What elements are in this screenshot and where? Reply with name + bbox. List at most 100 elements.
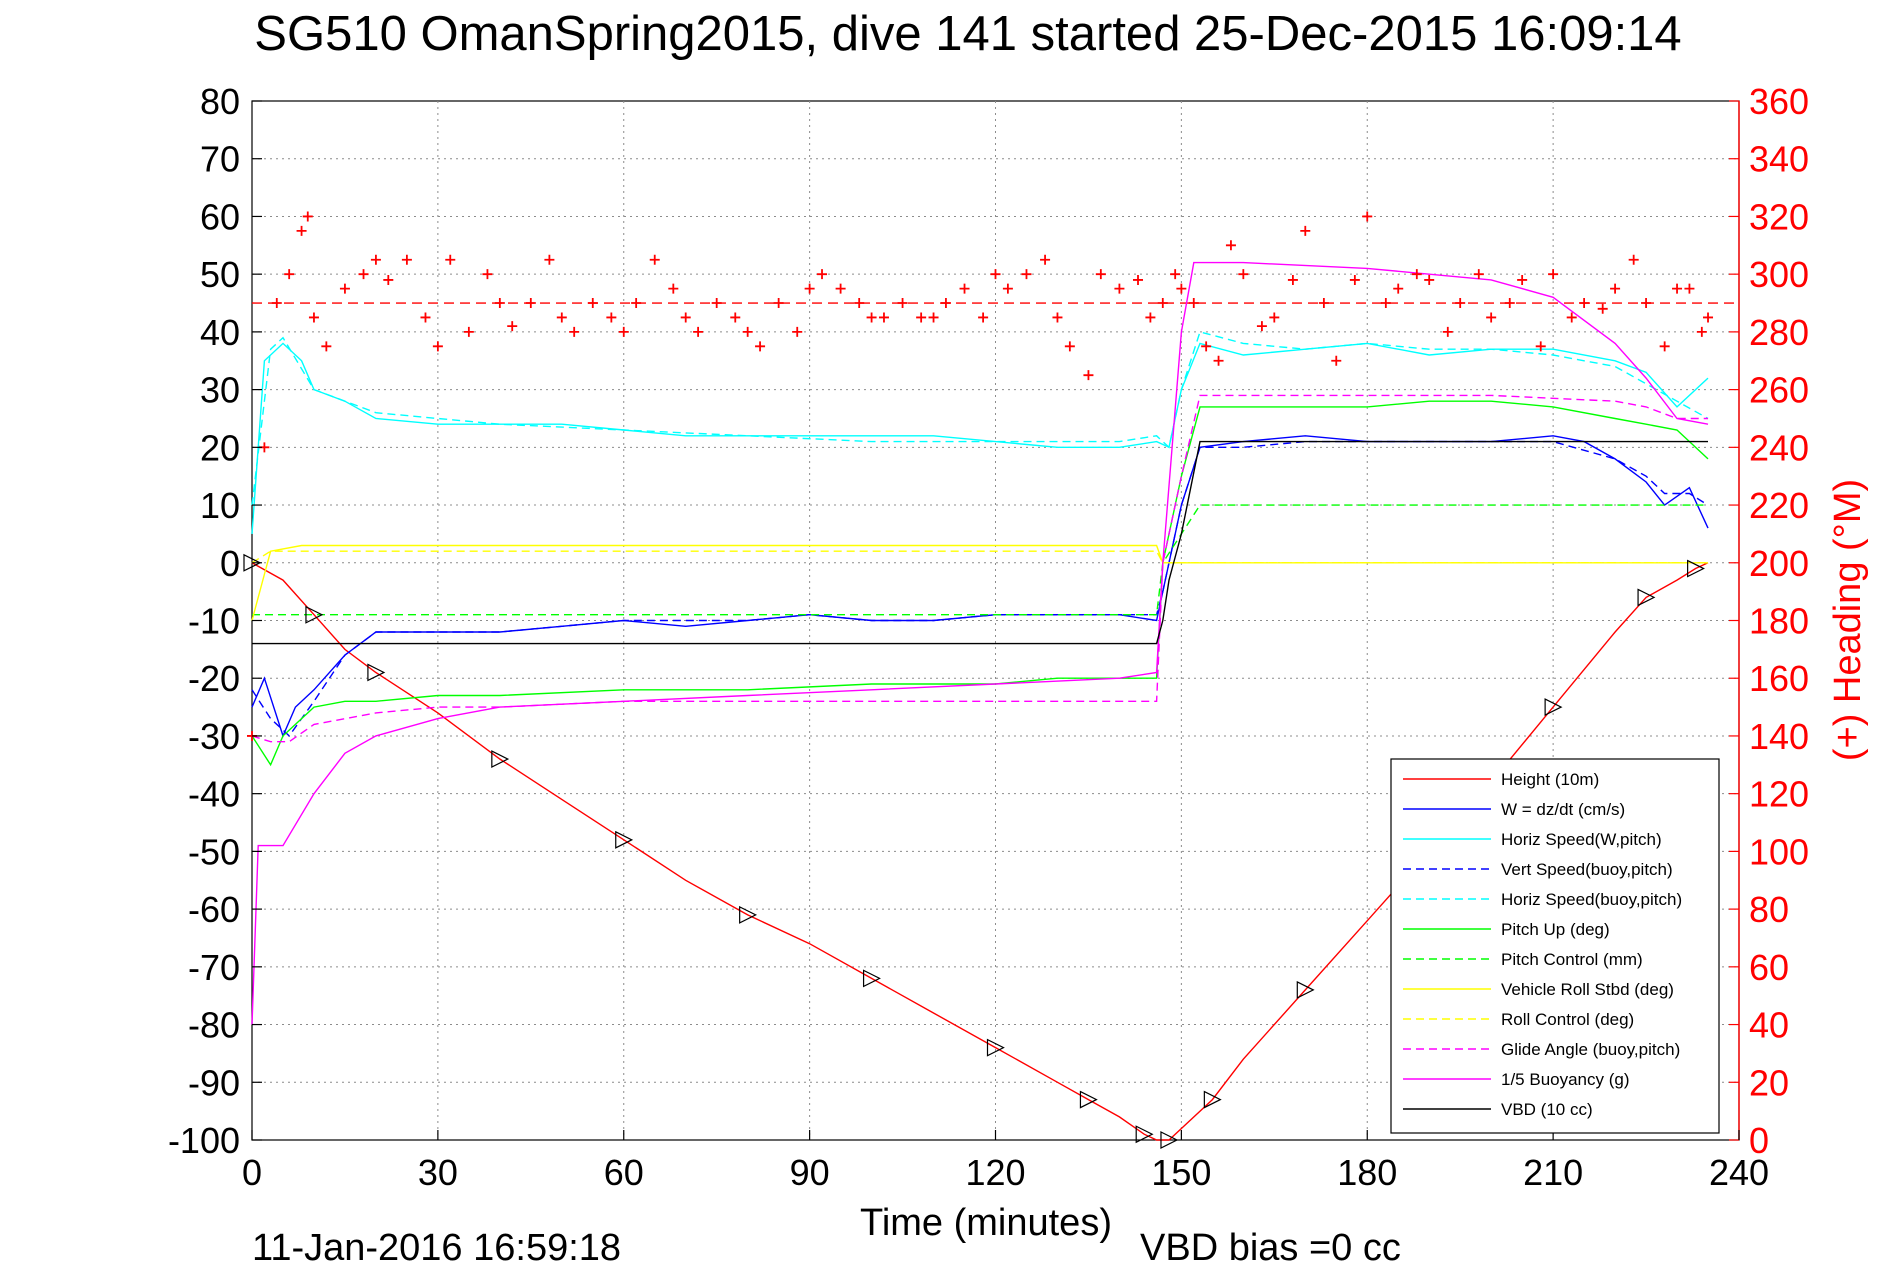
heading-point (1145, 312, 1156, 323)
height-marker (243, 553, 262, 572)
heading-point (525, 298, 536, 309)
heading-point (587, 298, 598, 309)
heading-point (693, 326, 704, 337)
heading-point (1442, 326, 1453, 337)
heading-point (383, 274, 394, 285)
heading-point (1535, 341, 1546, 352)
series-roll-control-deg (251, 550, 1708, 564)
heading-point (916, 312, 927, 323)
y2-tick-label: 180 (1749, 601, 1809, 642)
heading-point (631, 298, 642, 309)
heading-point (1331, 355, 1342, 366)
heading-point (507, 321, 518, 332)
heading-point (1696, 326, 1707, 337)
y2-tick-label: 0 (1749, 1120, 1769, 1161)
heading-point (1157, 298, 1168, 309)
heading-point (1504, 298, 1515, 309)
heading-point (271, 298, 282, 309)
x-tick-label: 180 (1337, 1152, 1397, 1193)
heading-point (482, 269, 493, 280)
heading-point (1486, 312, 1497, 323)
heading-point (1287, 274, 1298, 285)
legend-label: W = dz/dt (cm/s) (1501, 800, 1625, 819)
y-tick-label: 60 (200, 196, 240, 237)
heading-point (1566, 312, 1577, 323)
heading-point (308, 312, 319, 323)
height-marker (367, 663, 386, 682)
heading-point (321, 341, 332, 352)
x-tick-label: 0 (242, 1152, 262, 1193)
legend-label: Horiz Speed(W,pitch) (1501, 830, 1662, 849)
heading-point (854, 298, 865, 309)
legend-label: Roll Control (deg) (1501, 1010, 1634, 1029)
legend-label: Pitch Up (deg) (1501, 920, 1610, 939)
x-tick-label: 210 (1523, 1152, 1583, 1193)
heading-point (296, 225, 307, 236)
y2-tick-label: 200 (1749, 543, 1809, 584)
heading-point (420, 312, 431, 323)
heading-point (711, 298, 722, 309)
y2-tick-label: 80 (1749, 889, 1789, 930)
heading-point (1238, 269, 1249, 280)
x-tick-label: 60 (604, 1152, 644, 1193)
grid (252, 101, 1739, 1140)
x-tick-label: 120 (965, 1152, 1025, 1193)
heading-point (1517, 274, 1528, 285)
heading-point (1597, 303, 1608, 314)
height-marker (1160, 1131, 1179, 1149)
heading-point (1213, 355, 1224, 366)
legend-label: VBD (10 cc) (1501, 1100, 1593, 1119)
legend-label: Pitch Control (mm) (1501, 950, 1643, 969)
series-height-10m (251, 562, 1709, 1141)
y-tick-label: -60 (188, 889, 240, 930)
x-tick-label: 240 (1709, 1152, 1769, 1193)
data-markers (243, 211, 1714, 1149)
y2-tick-label: 300 (1749, 254, 1809, 295)
y-tick-label: -40 (188, 774, 240, 815)
y2-tick-label: 20 (1749, 1062, 1789, 1103)
heading-point (1300, 225, 1311, 236)
y2-tick-label: 100 (1749, 831, 1809, 872)
heading-point (1473, 269, 1484, 280)
height-marker (1296, 980, 1315, 999)
heading-point (1225, 240, 1236, 251)
y2-axis-label: (+) Heading (°M) (1827, 479, 1869, 761)
y2-tick-label: 320 (1749, 196, 1809, 237)
heading-point (1684, 283, 1695, 294)
heading-point (792, 326, 803, 337)
heading-point (494, 298, 505, 309)
heading-point (1021, 269, 1032, 280)
x-tick-label: 150 (1151, 1152, 1211, 1193)
height-marker (305, 605, 324, 624)
y2-tick-label: 240 (1749, 427, 1809, 468)
x-tick-label: 30 (418, 1152, 458, 1193)
y-tick-label: 0 (220, 543, 240, 584)
y-tick-label: -10 (188, 601, 240, 642)
heading-point (1188, 298, 1199, 309)
legend-label: Vehicle Roll Stbd (deg) (1501, 980, 1674, 999)
heading-point (817, 269, 828, 280)
series-glide-angle-buoy-pitch (251, 394, 1708, 743)
heading-point (1349, 274, 1360, 285)
y2-tick-label: 360 (1749, 81, 1809, 122)
heading-point (606, 312, 617, 323)
heading-point (1641, 298, 1652, 309)
y2-tick-label: 140 (1749, 716, 1809, 757)
heading-point (1269, 312, 1280, 323)
heading-point (1201, 341, 1212, 352)
heading-point (990, 269, 1001, 280)
height-marker (1203, 1090, 1222, 1109)
heading-point (649, 254, 660, 265)
heading-point (1672, 283, 1683, 294)
y2-tick-label: 40 (1749, 1005, 1789, 1046)
y-tick-label: 20 (200, 427, 240, 468)
series-horiz-speed-buoy-pitch (251, 331, 1709, 506)
heading-point (866, 312, 877, 323)
right-axis-ticks: 3603403203002802602402202001801601401201… (1729, 81, 1809, 1161)
heading-point (432, 341, 443, 352)
heading-point (940, 298, 951, 309)
heading-point (680, 312, 691, 323)
heading-point (773, 298, 784, 309)
heading-point (1362, 211, 1373, 222)
